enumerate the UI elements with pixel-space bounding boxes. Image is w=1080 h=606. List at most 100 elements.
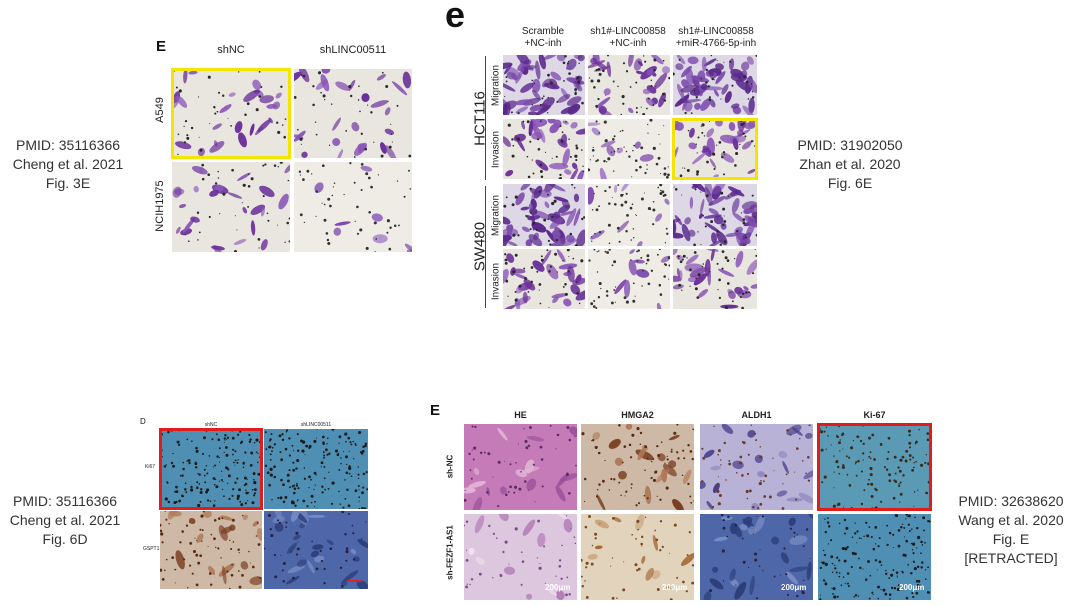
pore-dot [713, 167, 716, 171]
pore-dot [604, 459, 606, 462]
pore-dot [841, 433, 844, 437]
pore-dot [912, 542, 916, 546]
pore-dot [274, 443, 277, 445]
cell-shape [776, 490, 788, 497]
pore-dot [706, 160, 709, 164]
cell-shape [546, 263, 559, 280]
pore-dot [517, 111, 520, 115]
pore-dot [313, 471, 317, 475]
pore-dot [403, 195, 406, 198]
pore-dot [634, 563, 638, 567]
pore-dot [836, 504, 839, 506]
pore-dot [168, 522, 170, 525]
pore-dot [360, 163, 364, 166]
pore-dot [700, 78, 702, 80]
cell-shape [563, 518, 573, 533]
pore-dot [596, 251, 598, 253]
tile-background [160, 429, 262, 509]
cell-shape [557, 138, 568, 148]
cell-shape [701, 56, 707, 72]
pore-dot [223, 495, 225, 498]
pore-dot [597, 97, 600, 101]
pore-dot [604, 139, 608, 143]
pore-dot [524, 480, 527, 483]
pore-dot [677, 457, 680, 460]
micrograph-tile [673, 119, 757, 179]
pore-dot [708, 96, 711, 99]
pore-dot [201, 540, 203, 542]
pore-dot [593, 86, 596, 89]
cell-shape [503, 216, 511, 225]
cell-shape [788, 517, 796, 526]
cell-shape [708, 208, 719, 215]
pore-dot [327, 241, 331, 246]
pore-dot [723, 61, 725, 63]
pore-dot [531, 159, 533, 161]
cell-shape [252, 79, 262, 90]
pore-dot [701, 480, 704, 483]
caption-line: PMID: 35116366 [12, 493, 118, 509]
pore-dot [174, 568, 176, 571]
pore-dot [344, 432, 348, 436]
pore-dot [921, 561, 924, 564]
column-label: shLINC00511 [319, 44, 387, 56]
pore-dot [549, 243, 552, 246]
cell-shape [544, 201, 550, 209]
pore-dot [290, 551, 293, 553]
pore-dot [697, 231, 699, 233]
pore-dot [358, 496, 361, 499]
pore-dot [199, 500, 202, 503]
pore-dot [344, 479, 346, 481]
pore-dot [598, 72, 602, 76]
pore-dot [581, 575, 583, 578]
cell-shape [588, 60, 606, 69]
cell-shape [678, 270, 683, 282]
pore-dot [902, 474, 905, 477]
pore-dot [492, 476, 494, 478]
cell-shape [785, 571, 798, 585]
pore-dot [701, 447, 704, 450]
micrograph-texture [673, 249, 757, 309]
pore-dot [658, 249, 662, 251]
cell-shape [197, 147, 205, 157]
pore-dot [907, 523, 910, 526]
pore-dot [913, 567, 917, 571]
cell-shape [747, 429, 756, 438]
pore-dot [558, 564, 562, 568]
pore-dot [575, 281, 577, 283]
pore-dot [179, 474, 182, 477]
row-label: sh-FEZF1-AS1 [445, 525, 455, 580]
pore-dot [409, 188, 412, 190]
pore-dot [741, 537, 744, 540]
pore-dot [245, 491, 249, 495]
cell-shape [662, 66, 670, 74]
pore-dot [674, 187, 678, 191]
pore-dot [717, 449, 721, 453]
pore-dot [271, 499, 273, 501]
pore-dot [850, 446, 854, 450]
pore-dot [241, 514, 244, 517]
cell-shape [275, 92, 282, 99]
pore-dot [330, 502, 334, 505]
pore-dot [716, 60, 718, 62]
pore-dot [612, 138, 615, 141]
cell-shape [689, 196, 694, 209]
pore-dot [296, 458, 300, 463]
pore-dot [200, 514, 204, 518]
cell-shape [526, 435, 545, 442]
pore-dot [877, 545, 880, 548]
pore-dot [479, 451, 483, 455]
cell-shape [178, 203, 187, 209]
pore-dot [284, 495, 288, 499]
pore-dot [530, 280, 533, 284]
cell-shape [214, 184, 224, 192]
pore-dot [258, 70, 261, 73]
pore-dot [655, 162, 659, 166]
cell-shape [706, 501, 714, 510]
pore-dot [231, 430, 233, 432]
pore-dot [273, 475, 277, 479]
cell-shape [380, 142, 387, 154]
pore-dot [213, 483, 216, 486]
pore-dot [644, 171, 647, 175]
pore-dot [225, 446, 228, 449]
